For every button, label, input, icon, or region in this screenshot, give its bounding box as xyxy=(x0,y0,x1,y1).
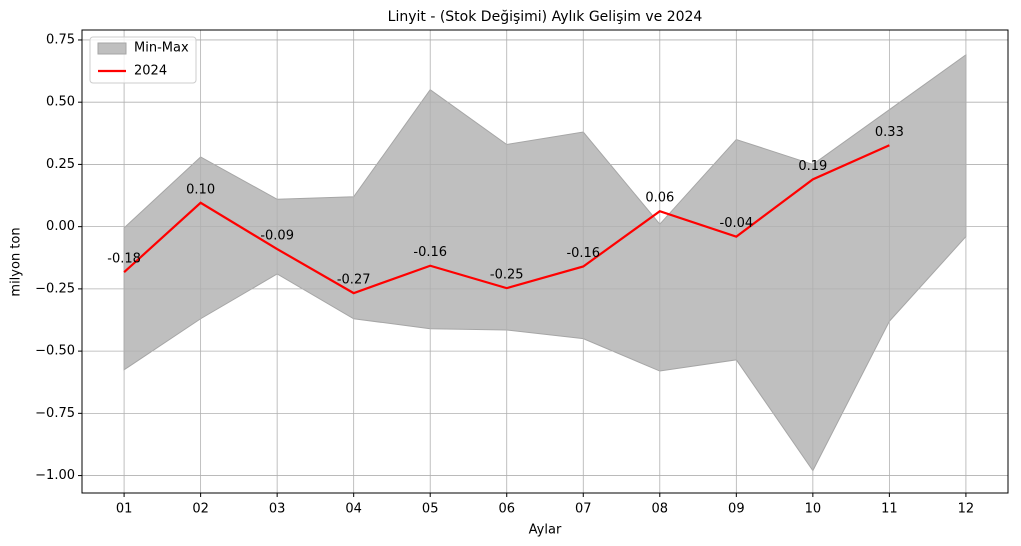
data-label: 0.10 xyxy=(186,182,215,197)
y-tick-label: 0.50 xyxy=(46,95,75,110)
data-label: -0.04 xyxy=(720,216,754,231)
x-tick-label: 09 xyxy=(728,502,745,517)
data-label: -0.16 xyxy=(413,245,447,260)
x-tick-label: 02 xyxy=(192,502,209,517)
line-2024 xyxy=(123,144,890,295)
y-tick-label: 0.25 xyxy=(46,157,75,172)
data-label: 0.06 xyxy=(645,191,674,206)
y-tick-label: −0.25 xyxy=(35,281,75,296)
x-tick-label: 11 xyxy=(881,502,898,517)
data-label: -0.25 xyxy=(490,268,524,283)
x-tick-label: 10 xyxy=(805,502,822,517)
data-label: -0.18 xyxy=(107,252,141,267)
legend-label: Min-Max xyxy=(134,41,189,56)
x-tick-label: 03 xyxy=(269,502,286,517)
legend-band-swatch xyxy=(97,42,127,55)
chart-title: Linyit - (Stok Değişimi) Aylık Gelişim v… xyxy=(388,9,703,25)
y-axis-label: milyon ton xyxy=(9,227,24,296)
x-tick-label: 08 xyxy=(652,502,669,517)
x-tick-label: 01 xyxy=(116,502,133,517)
y-tick-label: −0.50 xyxy=(35,344,75,359)
y-tick-label: −1.00 xyxy=(35,468,75,483)
legend-label: 2024 xyxy=(134,64,167,79)
data-label: -0.27 xyxy=(337,273,371,288)
data-label: 0.19 xyxy=(798,159,827,174)
data-label: 0.33 xyxy=(875,125,904,140)
x-tick-label: 12 xyxy=(958,502,975,517)
min-max-band xyxy=(123,53,967,472)
x-tick-label: 07 xyxy=(575,502,592,517)
data-label: -0.16 xyxy=(566,246,600,261)
x-tick-label: 05 xyxy=(422,502,439,517)
y-tick-label: −0.75 xyxy=(35,406,75,421)
data-label: -0.09 xyxy=(260,229,294,244)
x-tick-label: 06 xyxy=(498,502,515,517)
y-tick-label: 0.75 xyxy=(46,32,75,47)
x-axis-label: Aylar xyxy=(529,523,562,538)
y-tick-label: 0.00 xyxy=(46,219,75,234)
x-tick-label: 04 xyxy=(345,502,362,517)
plot-frame xyxy=(81,29,1009,494)
